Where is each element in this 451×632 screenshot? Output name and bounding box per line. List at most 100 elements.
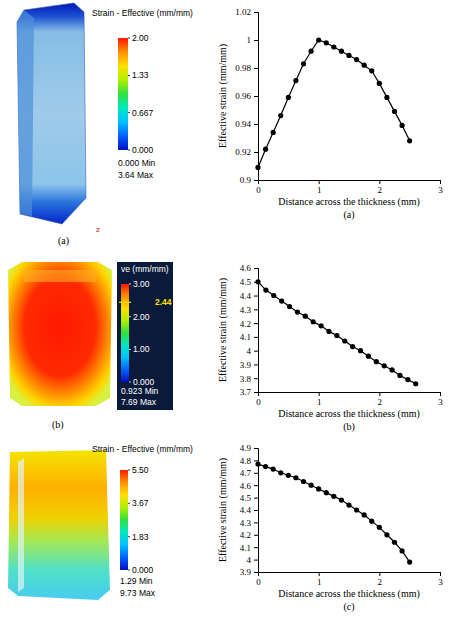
axis-line — [254, 449, 259, 573]
min-label: 1.29 Min — [120, 576, 153, 586]
x-tick: 0 — [256, 572, 261, 587]
point — [399, 548, 404, 553]
point — [279, 298, 284, 303]
y-tick: 0.94 — [235, 119, 258, 129]
colorbar-tick-label: 0.667 — [132, 108, 154, 118]
y-tick: 4.7 — [240, 468, 258, 478]
tick-label: 4.9 — [240, 443, 252, 453]
point — [366, 354, 371, 359]
y-axis-title: Effective strain (mm/mm) — [217, 278, 229, 382]
caption: (b) — [343, 421, 355, 433]
tick-label: 3 — [438, 577, 443, 587]
colorbar-tick-label: 1.33 — [132, 70, 149, 80]
point — [339, 49, 344, 54]
plot-area — [255, 279, 418, 386]
tick-label: 1 — [317, 397, 322, 407]
tick-mark — [254, 460, 258, 461]
tick-label: 4 — [247, 346, 252, 356]
point — [311, 319, 316, 324]
tick-label: 0.92 — [235, 147, 251, 157]
axis-line — [254, 13, 259, 181]
tick-label: 0.98 — [235, 63, 251, 73]
caption: (c) — [343, 601, 354, 613]
tick-label: 4.7 — [240, 468, 252, 478]
point — [263, 147, 268, 152]
colorbar-panel: Strain - Effective (mm/mm)5.503.671.830.… — [92, 444, 193, 598]
colorbar-tick — [129, 349, 131, 350]
point — [374, 359, 379, 364]
contour-image-edge — [18, 458, 24, 592]
caption: (a) — [343, 209, 354, 221]
tick-label: 2 — [378, 185, 383, 195]
y-tick: 4.1 — [240, 332, 258, 342]
y-tick: 4.2 — [240, 318, 258, 328]
point — [324, 490, 329, 495]
y-axis: 0.90.920.940.960.9811.02 — [235, 7, 258, 185]
chart: 3.73.83.944.14.24.34.44.54.60123Effectiv… — [217, 263, 444, 433]
point — [271, 130, 276, 135]
point — [293, 78, 298, 83]
tick-mark — [254, 268, 258, 269]
tick-mark — [254, 364, 258, 365]
y-tick: 4.6 — [240, 481, 258, 491]
point — [271, 466, 276, 471]
y-tick: 4.9 — [240, 443, 258, 453]
colorbar-title: ve (mm/mm) — [121, 264, 169, 274]
tick-mark — [319, 572, 320, 576]
point — [308, 49, 313, 54]
tick-mark — [254, 12, 258, 13]
point — [362, 63, 367, 68]
tick-mark — [254, 337, 258, 338]
colorbar — [118, 38, 128, 150]
chart: 0.90.920.940.960.9811.020123Effective st… — [217, 7, 444, 221]
line — [258, 464, 410, 562]
tick-label: 2 — [378, 577, 383, 587]
tick-label: 0 — [256, 185, 261, 195]
tick-mark — [254, 68, 258, 69]
y-tick: 0.92 — [235, 147, 258, 157]
tick-mark — [254, 323, 258, 324]
y-tick: 4.1 — [240, 543, 258, 553]
point — [286, 95, 291, 100]
point — [397, 373, 402, 378]
tick-mark — [254, 547, 258, 548]
colorbar-tick — [128, 570, 130, 571]
point — [293, 475, 298, 480]
tick-mark — [258, 572, 259, 576]
point — [324, 40, 329, 45]
point — [354, 57, 359, 62]
caption: (a) — [58, 235, 69, 247]
tick-label: 4.5 — [240, 277, 252, 287]
point — [287, 304, 292, 309]
point — [407, 138, 412, 143]
point — [316, 37, 321, 42]
x-axis: 0123 — [256, 572, 443, 587]
max-label: 3.64 Max — [118, 170, 154, 180]
colorbar-tick — [129, 382, 131, 383]
tick-label: 4.8 — [240, 456, 252, 466]
tick-mark — [379, 572, 380, 576]
point — [389, 367, 394, 372]
point — [263, 287, 268, 292]
tick-mark — [254, 296, 258, 297]
tick-label: 4.3 — [240, 518, 252, 528]
tick-mark — [254, 309, 258, 310]
tick-mark — [440, 392, 441, 396]
point — [346, 502, 351, 507]
y-tick: 4.5 — [240, 277, 258, 287]
contour-image — [17, 3, 86, 224]
point — [377, 525, 382, 530]
line — [258, 40, 410, 167]
y-tick: 4.6 — [240, 263, 258, 273]
x-tick: 2 — [378, 572, 383, 587]
figure: Strain - Effective (mm/mm)2.001.330.6670… — [0, 0, 451, 632]
point — [384, 532, 389, 537]
tick-label: 4.4 — [240, 291, 252, 301]
x-axis: 0123 — [256, 180, 443, 195]
point — [301, 479, 306, 484]
tick-mark — [254, 535, 258, 536]
point — [255, 462, 260, 467]
point — [255, 279, 260, 284]
contour-image — [8, 450, 110, 600]
axis-line — [259, 393, 441, 397]
